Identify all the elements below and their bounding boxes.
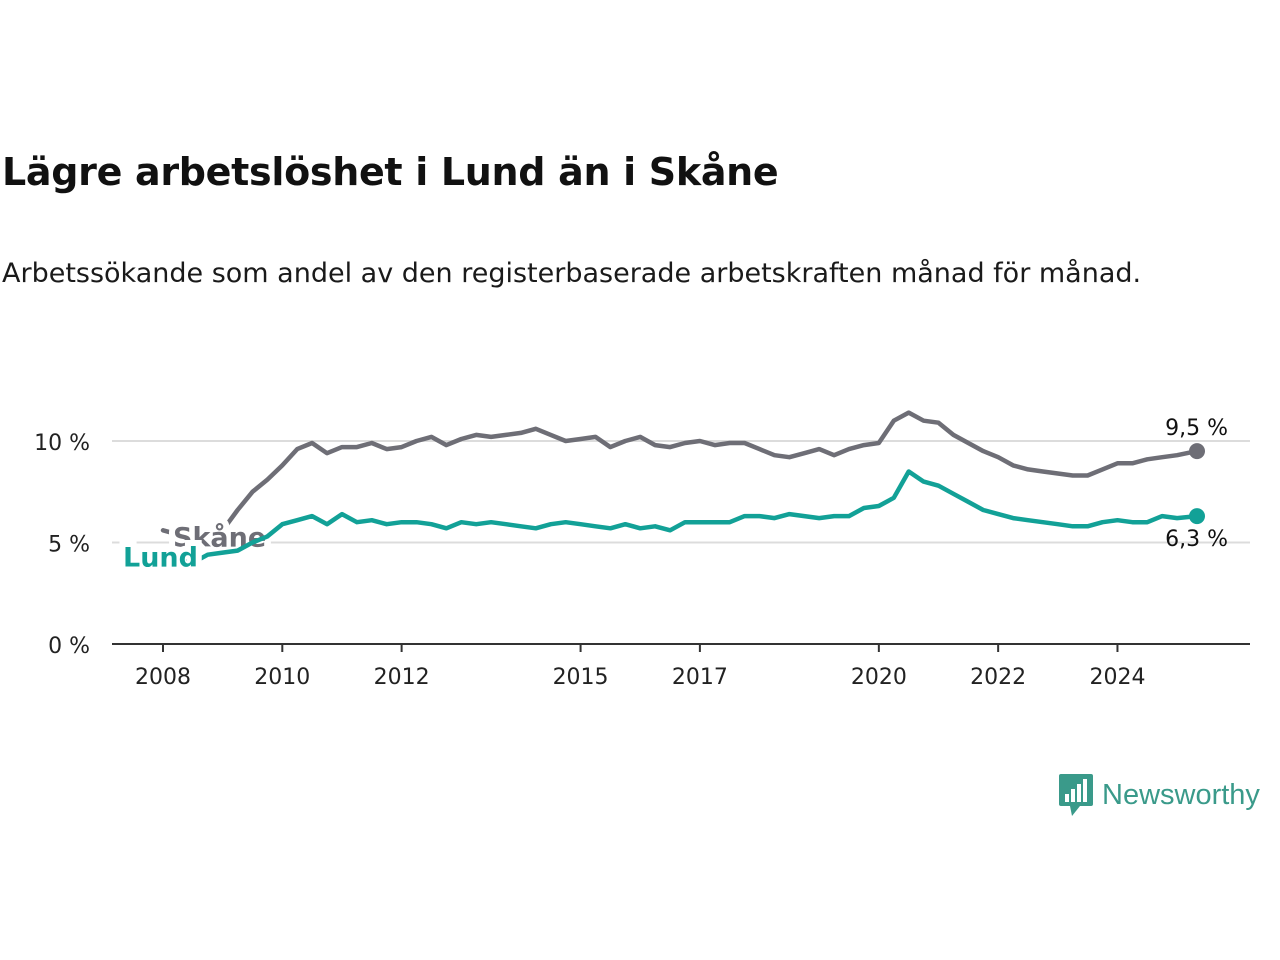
x-tick-label: 2017 [672,665,728,690]
brand-name: Newsworthy [1102,778,1260,811]
chart-subtitle: Arbetssökande som andel av den registerb… [2,258,1142,289]
y-tick-label: 5 % [48,533,90,558]
x-tick-label: 2020 [851,665,907,690]
series-end-point [1189,508,1205,525]
x-tick-label: 2024 [1089,665,1145,690]
newsworthy-logo: Newsworthy [1058,772,1260,818]
line-chart: 0 % 5 % 10 % 2008 2010 2012 2015 2017 2020 2022 20… [34,410,1250,690]
x-tick-label: 2015 [553,665,609,690]
series-end-label: 6,3 % [1165,527,1228,552]
x-tick-label: 2022 [970,665,1026,690]
chart-title: Lägre arbetslöshet i Lund än i Skåne [2,150,779,194]
series-line-skane [160,410,1200,545]
y-tick-label: 0 % [48,634,90,659]
x-tick-label: 2010 [254,665,310,690]
series-line-lund [160,469,1200,566]
series-name-label: Lund [123,543,198,574]
x-tick-label: 2008 [135,665,191,690]
series-end-point [1189,443,1205,460]
bar-chart-speech-bubble-icon [1059,774,1093,816]
y-tick-label: 10 % [34,431,90,456]
series-end-label: 9,5 % [1165,416,1228,441]
x-tick-label: 2012 [374,665,430,690]
